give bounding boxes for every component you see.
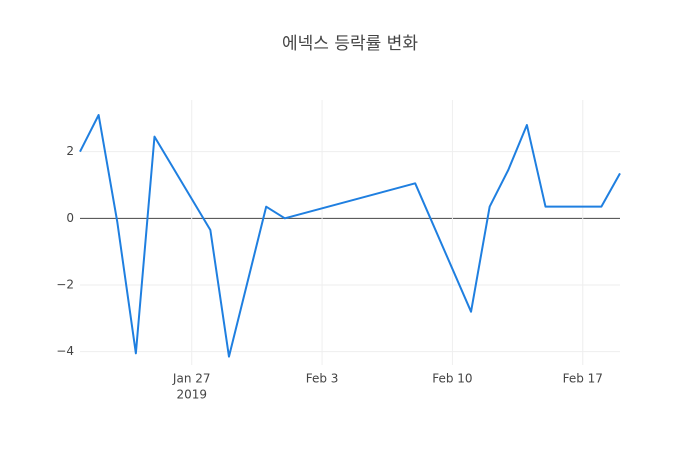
x-tick-label: Feb 10 [432,372,472,386]
chart-title: 에넥스 등락률 변화 [282,34,418,54]
y-tick-label: −4 [56,344,74,358]
line-series [79,114,621,358]
x-tick-label: Feb 3 [306,372,339,386]
y-tick-label: 2 [66,144,74,158]
x-year-label: 2019 [176,388,207,402]
y-tick-label: 0 [66,211,74,225]
y-tick-label: −2 [56,278,74,292]
x-tick-label: Jan 27 [172,372,211,386]
x-tick-label: Feb 17 [563,372,603,386]
